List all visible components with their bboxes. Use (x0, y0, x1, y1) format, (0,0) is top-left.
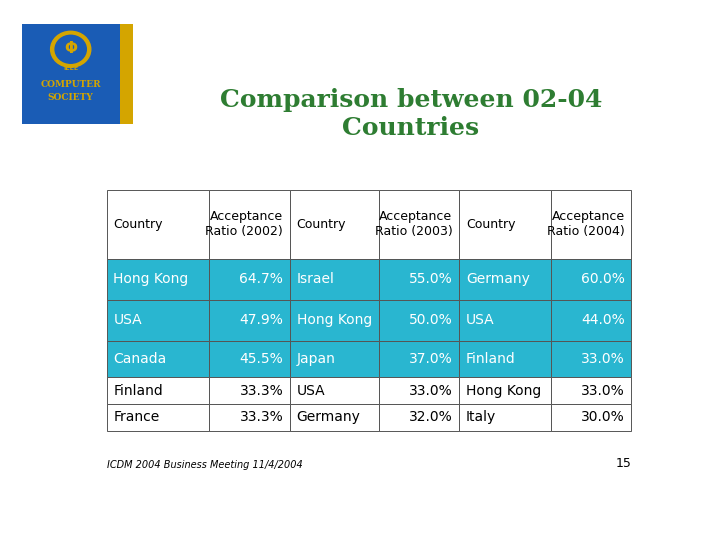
Text: Comparison between 02-04
Countries: Comparison between 02-04 Countries (220, 87, 602, 140)
Text: USA: USA (466, 313, 495, 327)
Circle shape (55, 35, 86, 63)
Bar (459, 259, 551, 300)
Text: Germany: Germany (297, 410, 361, 424)
Text: 32.0%: 32.0% (409, 410, 452, 424)
Bar (551, 190, 631, 259)
Bar (551, 300, 631, 341)
Text: 33.0%: 33.0% (409, 383, 452, 397)
Text: 33.0%: 33.0% (581, 383, 624, 397)
Bar (459, 300, 551, 341)
Bar (290, 259, 379, 300)
Bar (459, 377, 551, 404)
Text: Finland: Finland (114, 383, 163, 397)
Text: 30.0%: 30.0% (581, 410, 624, 424)
Bar (290, 300, 379, 341)
Bar (120, 24, 133, 124)
Bar (290, 190, 379, 259)
Text: Φ: Φ (64, 41, 77, 56)
Text: 33.0%: 33.0% (581, 352, 624, 366)
Bar (210, 377, 290, 404)
Bar (379, 341, 459, 377)
Bar (459, 341, 551, 377)
Text: Finland: Finland (466, 352, 516, 366)
Text: 50.0%: 50.0% (409, 313, 452, 327)
Bar (210, 300, 290, 341)
Circle shape (50, 31, 91, 68)
Text: Country: Country (297, 218, 346, 231)
Text: 33.3%: 33.3% (240, 410, 283, 424)
Bar (107, 341, 210, 377)
Bar (210, 404, 290, 431)
Text: 60.0%: 60.0% (581, 272, 624, 286)
Text: ICDM 2004 Business Meeting 11/4/2004: ICDM 2004 Business Meeting 11/4/2004 (107, 460, 302, 470)
Text: Acceptance
Ratio (2002): Acceptance Ratio (2002) (205, 210, 283, 238)
Bar (210, 341, 290, 377)
Text: Country: Country (114, 218, 163, 231)
Text: Hong Kong: Hong Kong (297, 313, 372, 327)
Text: Country: Country (466, 218, 516, 231)
Bar (107, 259, 210, 300)
Bar (379, 300, 459, 341)
Bar (379, 190, 459, 259)
Bar (459, 190, 551, 259)
Text: Hong Kong: Hong Kong (466, 383, 541, 397)
Text: 44.0%: 44.0% (581, 313, 624, 327)
Bar (290, 341, 379, 377)
Text: IEEE: IEEE (63, 66, 78, 71)
Text: Japan: Japan (297, 352, 336, 366)
Text: 64.7%: 64.7% (239, 272, 283, 286)
Text: France: France (114, 410, 160, 424)
Text: 55.0%: 55.0% (409, 272, 452, 286)
Text: Canada: Canada (114, 352, 167, 366)
Text: Acceptance
Ratio (2003): Acceptance Ratio (2003) (374, 210, 452, 238)
Bar (379, 377, 459, 404)
Bar (379, 404, 459, 431)
Text: 47.9%: 47.9% (239, 313, 283, 327)
Text: COMPUTER: COMPUTER (40, 80, 101, 89)
Text: 33.3%: 33.3% (240, 383, 283, 397)
Bar (551, 341, 631, 377)
Bar (290, 404, 379, 431)
Bar (459, 404, 551, 431)
Bar (107, 404, 210, 431)
Bar (107, 190, 210, 259)
Bar (107, 377, 210, 404)
Bar (551, 404, 631, 431)
Text: SOCIETY: SOCIETY (48, 93, 94, 102)
Text: 45.5%: 45.5% (240, 352, 283, 366)
Text: Germany: Germany (466, 272, 530, 286)
Bar (210, 259, 290, 300)
Bar (379, 259, 459, 300)
Bar (107, 300, 210, 341)
Bar (210, 190, 290, 259)
Text: Israel: Israel (297, 272, 335, 286)
Text: USA: USA (297, 383, 325, 397)
Bar (290, 377, 379, 404)
Text: 37.0%: 37.0% (409, 352, 452, 366)
Text: Acceptance
Ratio (2004): Acceptance Ratio (2004) (546, 210, 624, 238)
Text: Italy: Italy (466, 410, 496, 424)
Text: Hong Kong: Hong Kong (114, 272, 189, 286)
Bar (551, 259, 631, 300)
Bar (551, 377, 631, 404)
Text: USA: USA (114, 313, 142, 327)
Text: 15: 15 (616, 457, 631, 470)
